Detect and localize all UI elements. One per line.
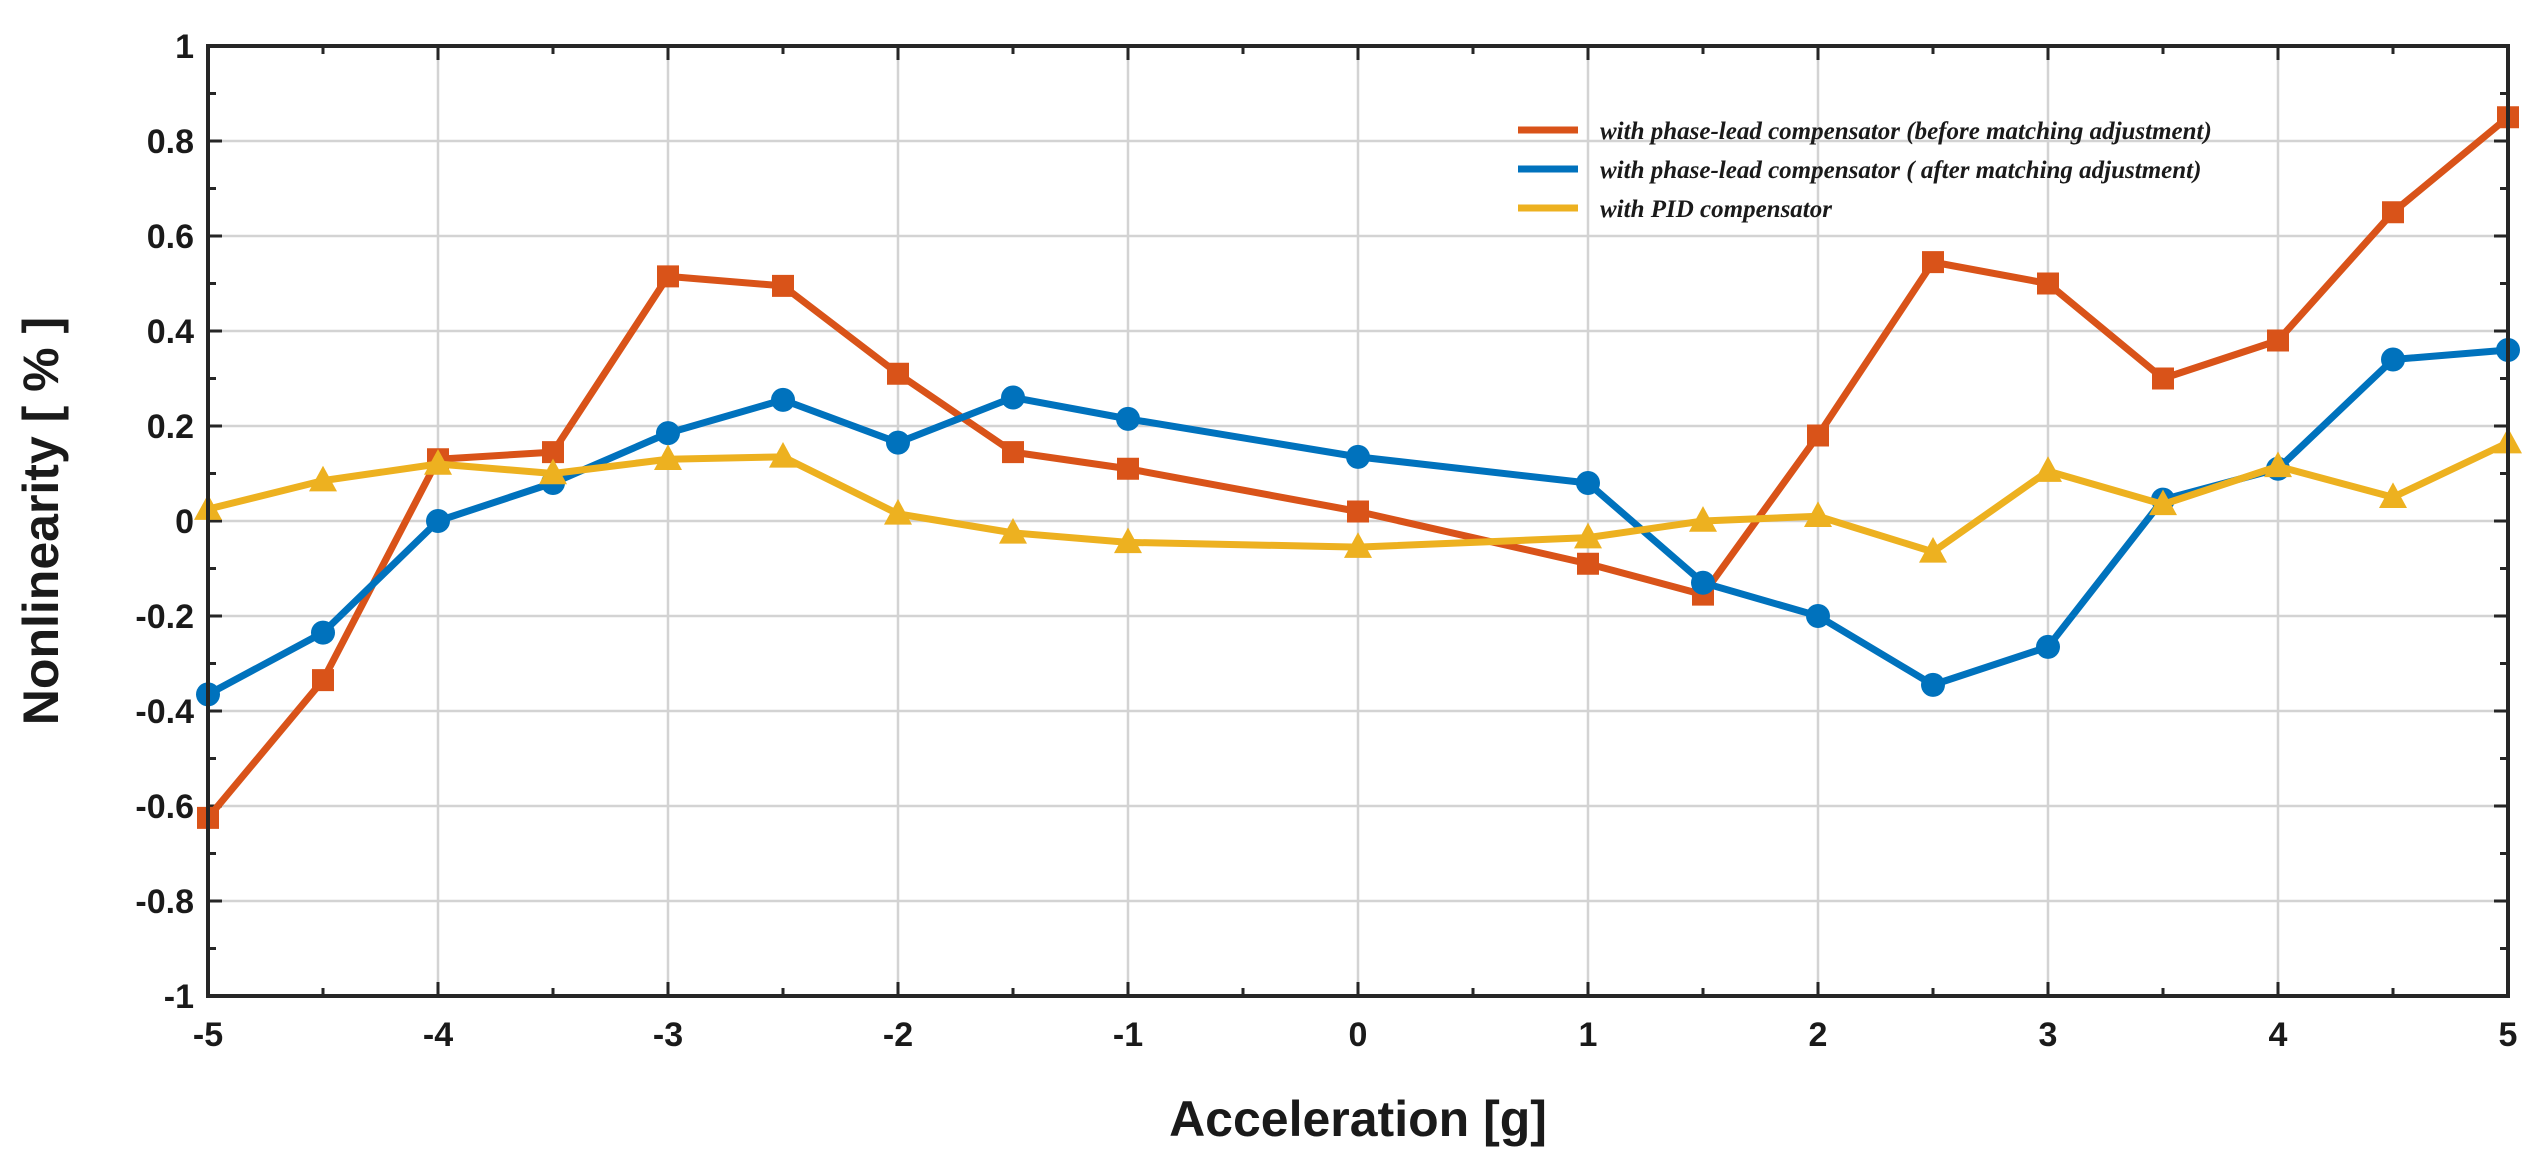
data-point: [1691, 570, 1715, 595]
y-tick-label: 0.4: [147, 313, 194, 351]
y-tick-label: -1: [164, 978, 194, 1016]
data-point: [2381, 347, 2405, 372]
data-point: [539, 458, 567, 485]
y-tick-label: 0: [175, 503, 194, 541]
data-point: [887, 362, 909, 385]
data-point: [771, 387, 795, 412]
data-point: [1347, 500, 1369, 523]
data-point: [1807, 424, 1829, 447]
x-tick-label: -5: [193, 1016, 223, 1054]
data-point: [1346, 444, 1370, 469]
data-point: [1001, 385, 1025, 410]
x-tick-label: 0: [1349, 1016, 1368, 1054]
x-tick-label: 1: [1579, 1016, 1598, 1054]
data-point: [2379, 482, 2407, 509]
data-point: [657, 265, 679, 288]
y-tick-label: 0.8: [147, 123, 194, 161]
series-3: [194, 427, 2522, 563]
x-tick-label: 4: [2269, 1016, 2288, 1054]
data-point: [1114, 527, 1142, 554]
data-point: [656, 421, 680, 446]
data-point: [1919, 536, 1947, 563]
x-tick-label: -2: [883, 1016, 913, 1054]
y-tick-label: 1: [175, 28, 194, 66]
data-point: [1344, 532, 1372, 558]
x-tick-label: 5: [2499, 1016, 2518, 1054]
data-point: [2152, 367, 2174, 390]
data-point: [772, 274, 794, 297]
data-point: [311, 620, 335, 645]
y-tick-label: -0.4: [135, 693, 194, 731]
data-point: [1806, 604, 1830, 628]
data-series: [194, 106, 2522, 829]
x-tick-label: 2: [1809, 1016, 1828, 1054]
data-point: [1577, 552, 1599, 575]
data-point: [2382, 201, 2404, 224]
y-tick-label: 0.2: [147, 408, 194, 446]
data-point: [2267, 329, 2289, 352]
data-point: [2036, 634, 2060, 659]
data-point: [1804, 501, 1832, 528]
y-tick-label: -0.6: [135, 788, 194, 826]
y-tick-label: -0.2: [135, 598, 194, 636]
data-point: [2149, 489, 2177, 516]
y-tick-labels: 1 0.8 0.6 0.4 0.2 0 -0.2 -0.4 -0.6 -0.8 -1: [135, 28, 194, 1016]
x-tick-label: -3: [653, 1016, 683, 1054]
legend-label: with PID compensator: [1600, 196, 1832, 223]
data-point: [424, 449, 452, 475]
data-point: [1117, 457, 1139, 480]
data-point: [309, 465, 337, 492]
data-point: [426, 509, 450, 533]
data-point: [999, 517, 1027, 544]
data-point: [1689, 506, 1717, 532]
data-point: [654, 444, 682, 471]
legend: with phase-lead compensator (before matc…: [1518, 118, 2212, 223]
data-point: [2034, 456, 2062, 482]
data-point: [769, 441, 797, 468]
data-point: [1921, 672, 1945, 697]
data-point: [884, 498, 912, 525]
data-point: [2264, 451, 2292, 478]
data-point: [1922, 251, 1944, 274]
x-tick-labels: -5 -4 -3 -2 -1 0 1 2 3 4 5: [193, 1016, 2518, 1054]
data-point: [312, 669, 334, 692]
y-axis-title: Nonlinearity [ % ]: [13, 317, 69, 725]
data-point: [1574, 522, 1602, 549]
legend-label: with phase-lead compensator (before matc…: [1600, 118, 2212, 145]
x-tick-label: 3: [2039, 1016, 2058, 1054]
data-point: [2037, 272, 2059, 295]
data-point: [886, 430, 910, 455]
data-point: [1576, 471, 1600, 495]
plot-frame: [206, 44, 2510, 998]
x-tick-label: -1: [1113, 1016, 1143, 1054]
series-1: [197, 106, 2519, 829]
y-tick-label: -0.8: [135, 883, 194, 921]
x-axis-title: Acceleration [g]: [1169, 1091, 1547, 1147]
data-point: [1002, 441, 1024, 464]
data-point: [1116, 406, 1140, 431]
data-point: [542, 441, 564, 464]
x-tick-label: -4: [423, 1016, 453, 1054]
y-tick-label: 0.6: [147, 218, 194, 256]
legend-label: with phase-lead compensator ( after matc…: [1600, 157, 2201, 184]
